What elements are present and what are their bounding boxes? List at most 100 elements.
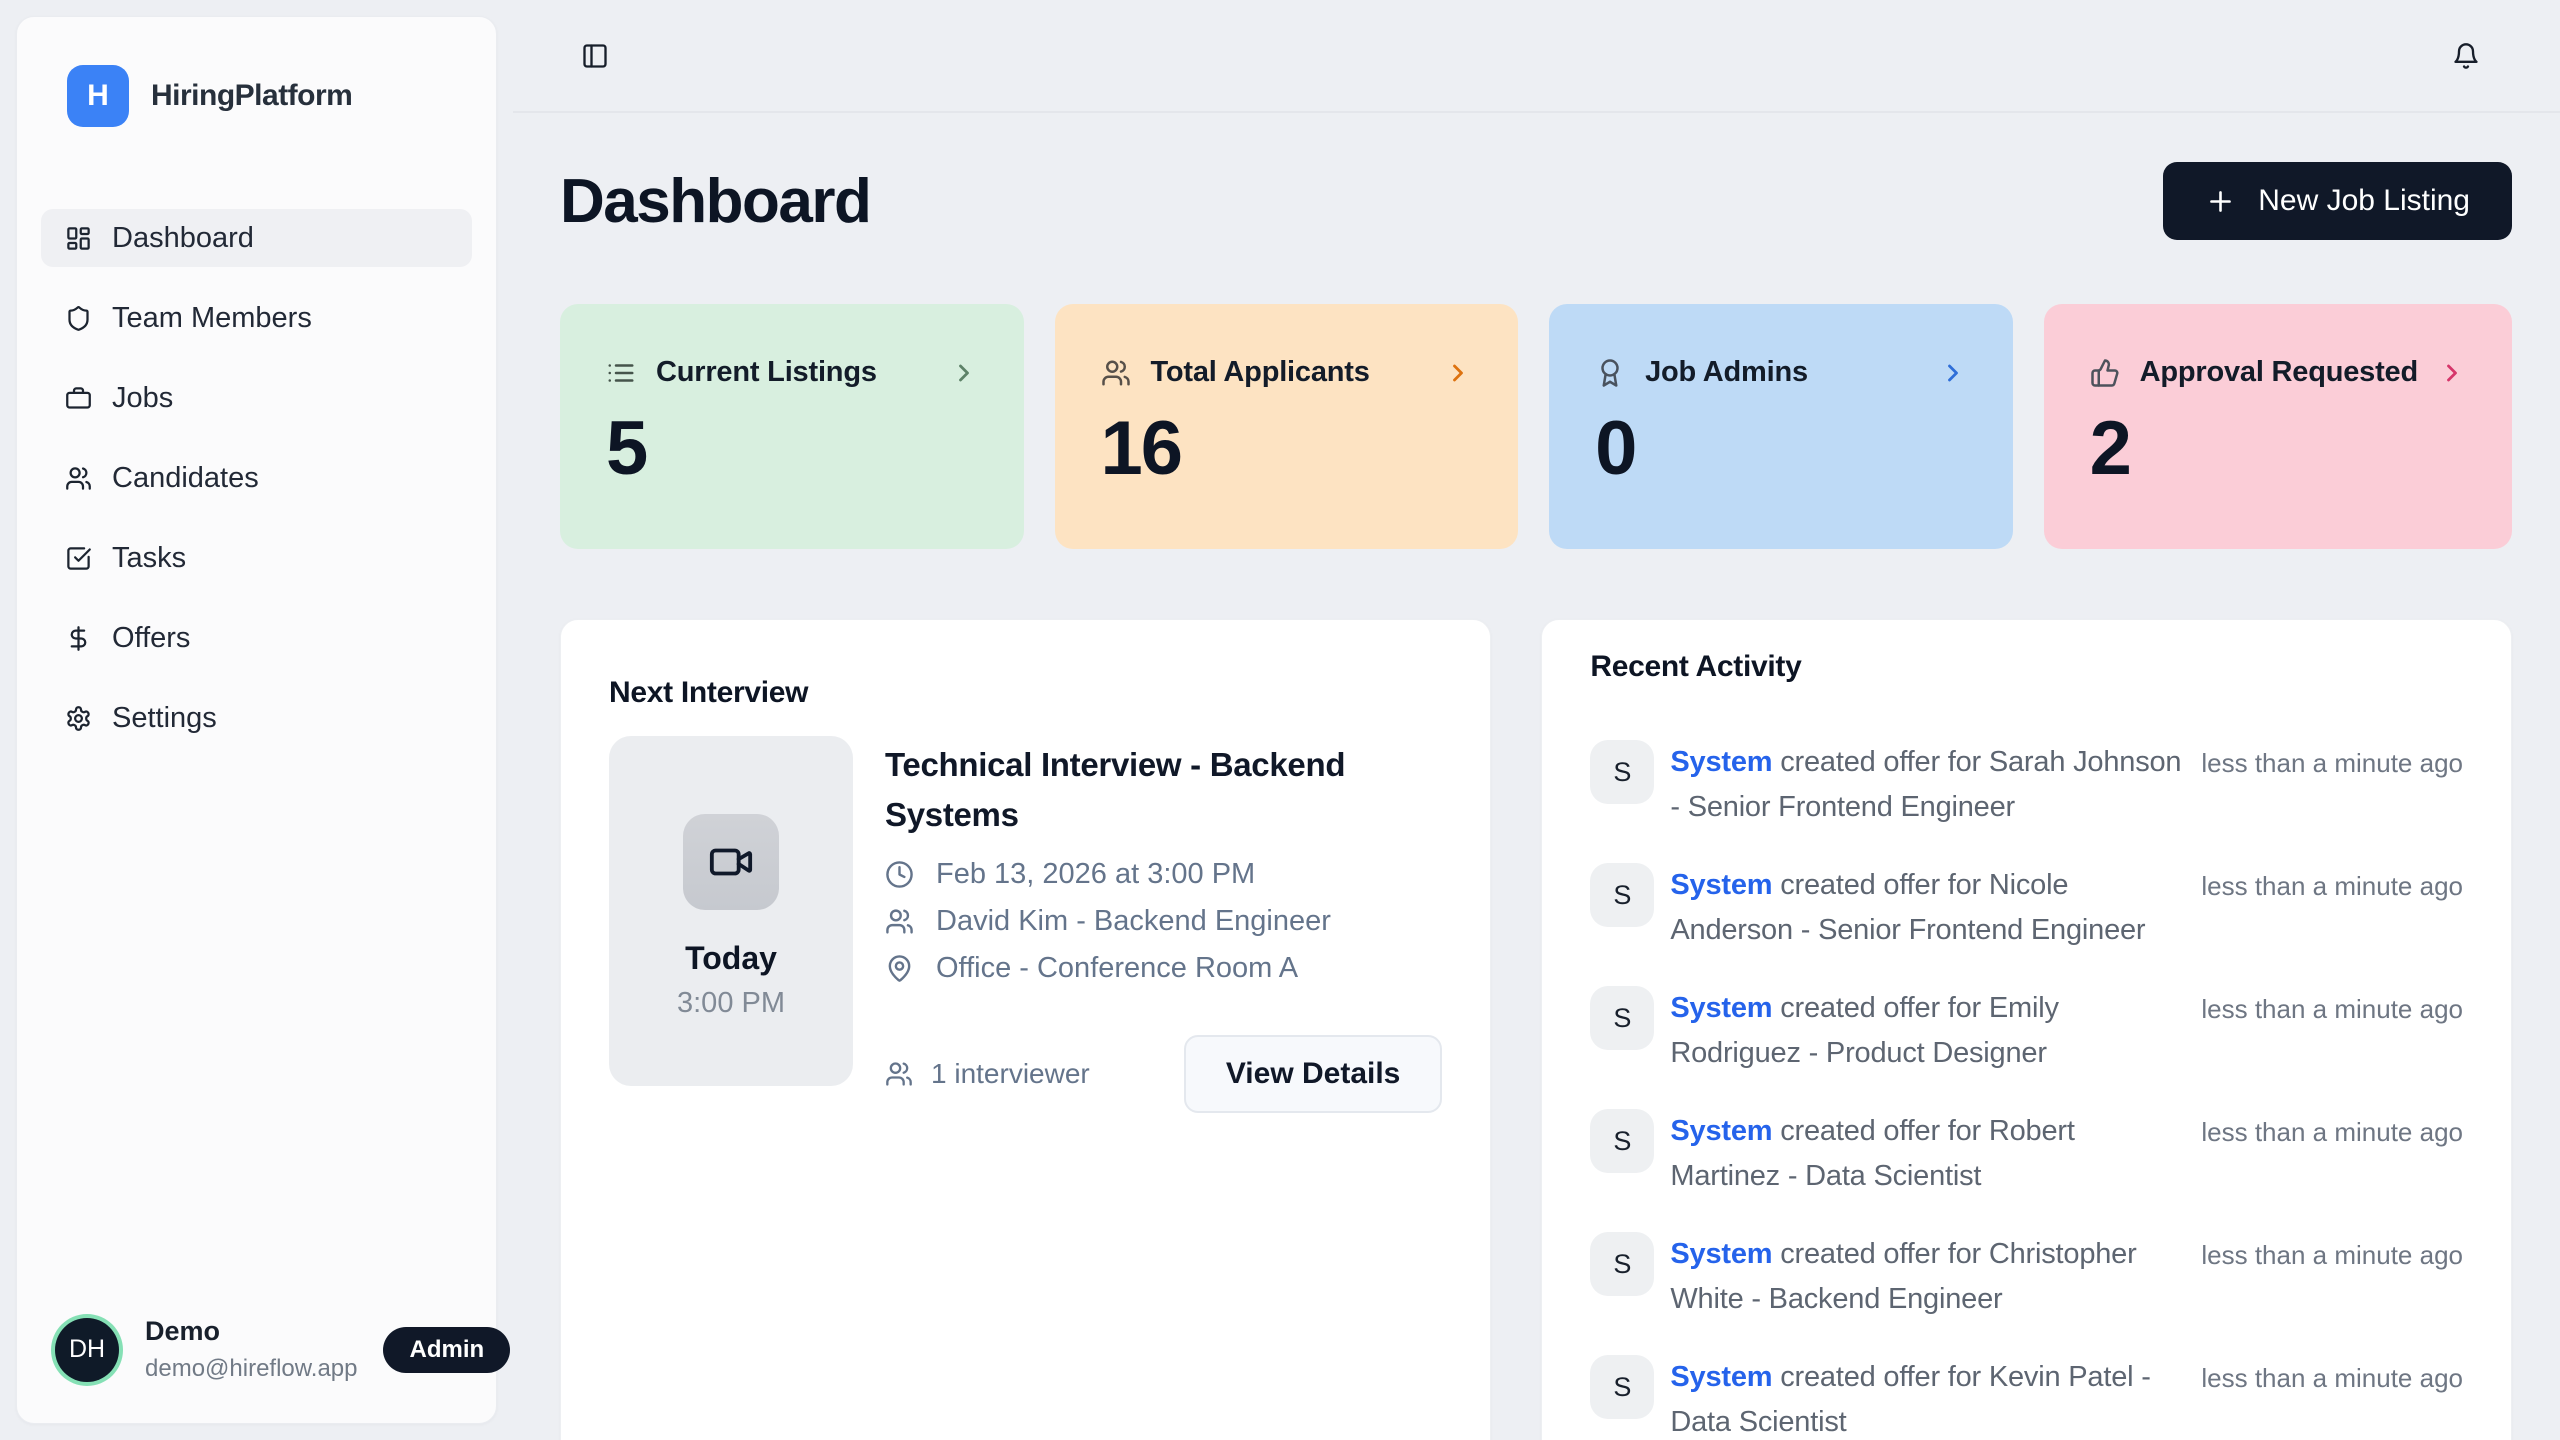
user-profile[interactable]: DH Demo demo@hireflow.app Admin <box>41 1316 511 1383</box>
stat-card-header: Job Admins <box>1595 356 1967 389</box>
stat-card[interactable]: Current Listings 5 <box>560 304 1024 549</box>
sidebar-toggle-button[interactable] <box>575 36 615 76</box>
stat-card[interactable]: Approval Requested 2 <box>2043 304 2512 549</box>
stat-card[interactable]: Total Applicants 16 <box>1054 304 1519 549</box>
title-row: Dashboard New Job Listing <box>560 162 2512 240</box>
sidebar-item-label: Offers <box>112 621 191 654</box>
activity-text: System created offer for Christopher Whi… <box>1670 1232 2185 1322</box>
sidebar: H HiringPlatform Dashboard Team Members … <box>16 16 511 1424</box>
sidebar-item-offers[interactable]: Offers <box>41 609 472 667</box>
sidebar-item-dashboard[interactable]: Dashboard <box>41 209 472 267</box>
detail-text: Feb 13, 2026 at 3:00 PM <box>936 858 1256 890</box>
notifications-button[interactable] <box>2446 36 2486 76</box>
chevron-right-icon <box>1939 359 1967 387</box>
main-content: Dashboard New Job Listing Current Listin… <box>513 115 2560 1440</box>
content-row: Next Interview Today 3:00 PM Technical I… <box>560 619 2512 1440</box>
activity-item: S System created offer for Kevin Patel -… <box>1590 1355 2463 1440</box>
video-icon <box>708 839 754 885</box>
interview-date-tile: Today 3:00 PM <box>609 736 853 1086</box>
new-job-listing-label: New Job Listing <box>2258 184 2470 217</box>
activity-item: S System created offer for Christopher W… <box>1590 1232 2463 1322</box>
activity-description: created offer for Nicole Anderson - Seni… <box>1670 869 2146 946</box>
chevron-right-icon <box>950 359 978 387</box>
dollar-icon <box>65 625 92 652</box>
stat-card-header: Total Applicants <box>1101 356 1473 389</box>
avatar: DH <box>55 1317 119 1382</box>
activity-avatar: S <box>1590 986 1655 1050</box>
activity-actor-link[interactable]: System <box>1670 746 1773 778</box>
activity-avatar: S <box>1590 1109 1655 1173</box>
detail-text: David Kim - Backend Engineer <box>936 905 1331 937</box>
activity-actor-link[interactable]: System <box>1670 869 1773 901</box>
users-icon <box>1101 358 1131 388</box>
interviewers-label: 1 interviewer <box>931 1058 1090 1089</box>
interview-detail-row: Feb 13, 2026 at 3:00 PM <box>885 858 1442 891</box>
activity-timestamp: less than a minute ago <box>2201 871 2463 901</box>
briefcase-icon <box>65 385 92 412</box>
chevron-right-icon <box>1444 359 1472 387</box>
stat-label: Total Applicants <box>1150 356 1370 388</box>
interview-job-title: Technical Interview - Backend Systems <box>885 746 1346 833</box>
video-iconbox <box>683 814 779 910</box>
activity-avatar: S <box>1590 740 1655 804</box>
activity-actor-link[interactable]: System <box>1670 1115 1773 1147</box>
app-name: HiringPlatform <box>151 79 353 112</box>
interview-footer: 1 interviewer View Details <box>885 1035 1443 1113</box>
activity-timestamp: less than a minute ago <box>2201 994 2463 1024</box>
activity-actor-link[interactable]: System <box>1670 992 1773 1024</box>
activity-item: S System created offer for Emily Rodrigu… <box>1590 986 2463 1076</box>
interview-body: Today 3:00 PM Technical Interview - Back… <box>609 736 1443 1113</box>
view-details-button[interactable]: View Details <box>1183 1035 1443 1113</box>
dashboard-icon <box>65 225 92 252</box>
next-interview-title: Next Interview <box>609 676 809 709</box>
activity-description: created offer for Sarah Johnson - Senior… <box>1670 746 2182 823</box>
activity-timestamp: less than a minute ago <box>2201 748 2463 778</box>
new-job-listing-button[interactable]: New Job Listing <box>2163 162 2512 240</box>
sidebar-item-label: Settings <box>112 701 217 734</box>
stat-value: 0 <box>1595 406 1637 491</box>
users-icon <box>65 465 92 492</box>
stat-label: Job Admins <box>1645 356 1808 388</box>
sidebar-item-label: Dashboard <box>112 221 254 254</box>
activity-description: created offer for Christopher White - Ba… <box>1670 1238 2137 1315</box>
activity-avatar: S <box>1590 1355 1655 1419</box>
stat-label: Current Listings <box>656 356 877 388</box>
activity-item: S System created offer for Nicole Anders… <box>1590 863 2463 953</box>
activity-timestamp: less than a minute ago <box>2201 1240 2463 1270</box>
activity-text: System created offer for Nicole Anderson… <box>1670 863 2185 953</box>
plus-icon <box>2205 186 2236 217</box>
interviewers-count: 1 interviewer <box>885 1058 1090 1090</box>
interview-detail-row: David Kim - Backend Engineer <box>885 905 1442 938</box>
activity-item: S System created offer for Sarah Johnson… <box>1590 740 2463 830</box>
interview-detail-row: Office - Conference Room A <box>885 952 1442 985</box>
settings-icon <box>65 705 92 732</box>
activity-text: System created offer for Kevin Patel - D… <box>1670 1355 2185 1440</box>
activity-timestamp: less than a minute ago <box>2201 1117 2463 1147</box>
activity-actor-link[interactable]: System <box>1670 1361 1773 1393</box>
sidebar-item-team-members[interactable]: Team Members <box>41 289 472 347</box>
activity-description: created offer for Robert Martinez - Data… <box>1670 1115 2075 1192</box>
sidebar-item-tasks[interactable]: Tasks <box>41 529 472 587</box>
panel-left-icon <box>581 42 609 70</box>
sidebar-item-candidates[interactable]: Candidates <box>41 449 472 507</box>
stat-card-header: Approval Requested <box>2090 356 2466 389</box>
activity-actor-link[interactable]: System <box>1670 1238 1773 1270</box>
activity-item: S System created offer for Robert Martin… <box>1590 1109 2463 1199</box>
activity-text: System created offer for Emily Rodriguez… <box>1670 986 2185 1076</box>
sidebar-item-jobs[interactable]: Jobs <box>41 369 472 427</box>
sidebar-item-label: Jobs <box>112 381 174 414</box>
activity-list: S System created offer for Sarah Johnson… <box>1590 740 2463 1440</box>
interview-detail-list: Feb 13, 2026 at 3:00 PM David Kim - Back… <box>885 858 1442 985</box>
chevron-right-icon <box>2438 359 2466 387</box>
sidebar-nav: Dashboard Team Members Jobs Candidates T… <box>41 209 472 769</box>
app-logo: H <box>67 65 129 127</box>
topbar <box>513 0 2560 113</box>
stat-card[interactable]: Job Admins 0 <box>1549 304 2013 549</box>
sidebar-item-label: Team Members <box>112 301 312 334</box>
activity-avatar: S <box>1590 863 1655 927</box>
role-badge: Admin <box>383 1326 511 1373</box>
sidebar-item-label: Candidates <box>112 461 259 494</box>
tasks-icon <box>65 545 92 572</box>
sidebar-item-settings[interactable]: Settings <box>41 689 472 747</box>
stat-card-header: Current Listings <box>606 356 978 389</box>
